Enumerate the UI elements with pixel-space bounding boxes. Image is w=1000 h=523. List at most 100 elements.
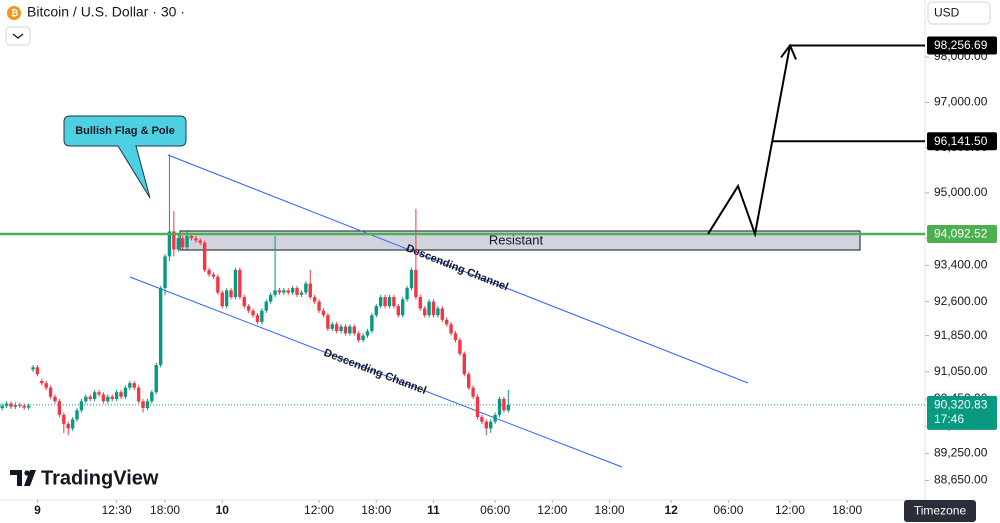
- price-tag-label: 96,141.50: [934, 134, 988, 148]
- candle-body: [31, 367, 35, 370]
- candle-body: [352, 326, 356, 334]
- candle-body: [79, 401, 84, 411]
- candle-body: [57, 401, 62, 415]
- candle-body: [260, 310, 264, 323]
- logo-dot: [24, 470, 30, 476]
- candle-body: [502, 399, 506, 411]
- candle-body: [128, 383, 132, 388]
- candle-body: [290, 288, 295, 293]
- candle-body: [264, 301, 268, 311]
- candle-body: [365, 331, 370, 336]
- price-tag-label: 98,256.69: [934, 38, 988, 52]
- candle-body: [348, 326, 352, 334]
- candle-body: [97, 392, 101, 395]
- x-tick-label: 11: [427, 503, 440, 517]
- chevron: [12, 33, 24, 39]
- timezone-button[interactable]: [904, 500, 976, 522]
- candle-body: [238, 269, 242, 298]
- price-tag: [927, 36, 997, 55]
- candle-body: [101, 394, 106, 402]
- y-tick-label: 88,650.00: [934, 473, 988, 487]
- candle-body: [497, 399, 502, 415]
- candle-body: [66, 423, 70, 429]
- chart-title: Bitcoin / U.S. Dollar · 30 ·: [27, 4, 185, 20]
- candle-body: [158, 288, 163, 366]
- candle-body: [172, 231, 176, 250]
- price-tag: [927, 225, 997, 244]
- callout-label: Bullish Flag & Pole: [75, 125, 175, 137]
- candle-body: [84, 396, 88, 402]
- candle-body: [132, 383, 136, 388]
- candle-body: [484, 421, 489, 429]
- y-tick-label: 95,000.00: [934, 185, 988, 199]
- timezone-label: Timezone: [914, 504, 967, 518]
- candle-body: [462, 353, 467, 375]
- candle-body: [427, 301, 431, 316]
- candle-body: [440, 308, 444, 320]
- callout-bubble: [63, 115, 187, 199]
- candle-body: [224, 290, 229, 307]
- last-price-tag: [927, 395, 997, 430]
- candle-body: [343, 326, 348, 334]
- candle-body: [53, 396, 57, 402]
- y-tick-label: 93,400.00: [934, 258, 988, 272]
- price-tag: [927, 132, 997, 151]
- candle-body: [444, 319, 449, 325]
- x-tick-label: 06:00: [480, 503, 510, 517]
- candle-body: [114, 392, 119, 400]
- candle-body: [299, 292, 304, 295]
- collapse-button[interactable]: [5, 26, 31, 46]
- candle-body: [202, 242, 207, 270]
- candle-body: [506, 404, 511, 411]
- candle-body: [22, 405, 26, 408]
- logo-text: TradingView: [41, 467, 159, 489]
- candle-body: [374, 306, 378, 316]
- candle-body: [370, 315, 374, 332]
- candle-body: [233, 269, 238, 298]
- candle-body: [312, 297, 317, 302]
- candle-body: [26, 405, 31, 408]
- candle-body: [400, 299, 405, 316]
- candle-body: [273, 290, 277, 295]
- candle-body: [282, 290, 286, 293]
- candle-body: [436, 308, 440, 316]
- candle-body: [185, 235, 189, 248]
- candle-body: [392, 297, 396, 307]
- candle-body: [422, 308, 427, 316]
- candle-body: [489, 421, 493, 429]
- x-tick-label: 18:00: [361, 503, 391, 517]
- currency-button[interactable]: [927, 1, 991, 25]
- candle-body: [62, 414, 66, 424]
- candle-body: [70, 419, 75, 429]
- x-tick-label: 18:00: [150, 503, 180, 517]
- candle-body: [194, 238, 198, 241]
- candle-body: [40, 380, 44, 384]
- x-tick-label: 10: [216, 503, 230, 517]
- candle-body: [414, 269, 418, 298]
- last-price-label: 90,320.83: [934, 398, 988, 412]
- x-tick-label: 18:00: [832, 503, 862, 517]
- candle-body: [198, 240, 202, 243]
- projection-arrow: [780, 43, 797, 60]
- candle-body: [467, 374, 471, 388]
- candle-body: [334, 324, 339, 332]
- candle-body: [180, 238, 185, 248]
- candle-body: [378, 297, 383, 307]
- candle-body: [471, 387, 475, 397]
- candle-body: [308, 283, 312, 298]
- candle-body: [189, 235, 194, 239]
- x-tick-label: 12:00: [304, 503, 334, 517]
- candle-body: [106, 396, 110, 402]
- candle-body: [339, 326, 343, 332]
- logo-icon: [10, 470, 36, 486]
- last-price-time: 17:46: [934, 412, 964, 426]
- candle-body: [207, 269, 211, 275]
- candle-body: [295, 288, 299, 295]
- candle-body: [75, 410, 79, 420]
- candle-body: [35, 367, 40, 375]
- candle-body: [475, 396, 480, 418]
- resistance-label: Resistant: [489, 232, 544, 247]
